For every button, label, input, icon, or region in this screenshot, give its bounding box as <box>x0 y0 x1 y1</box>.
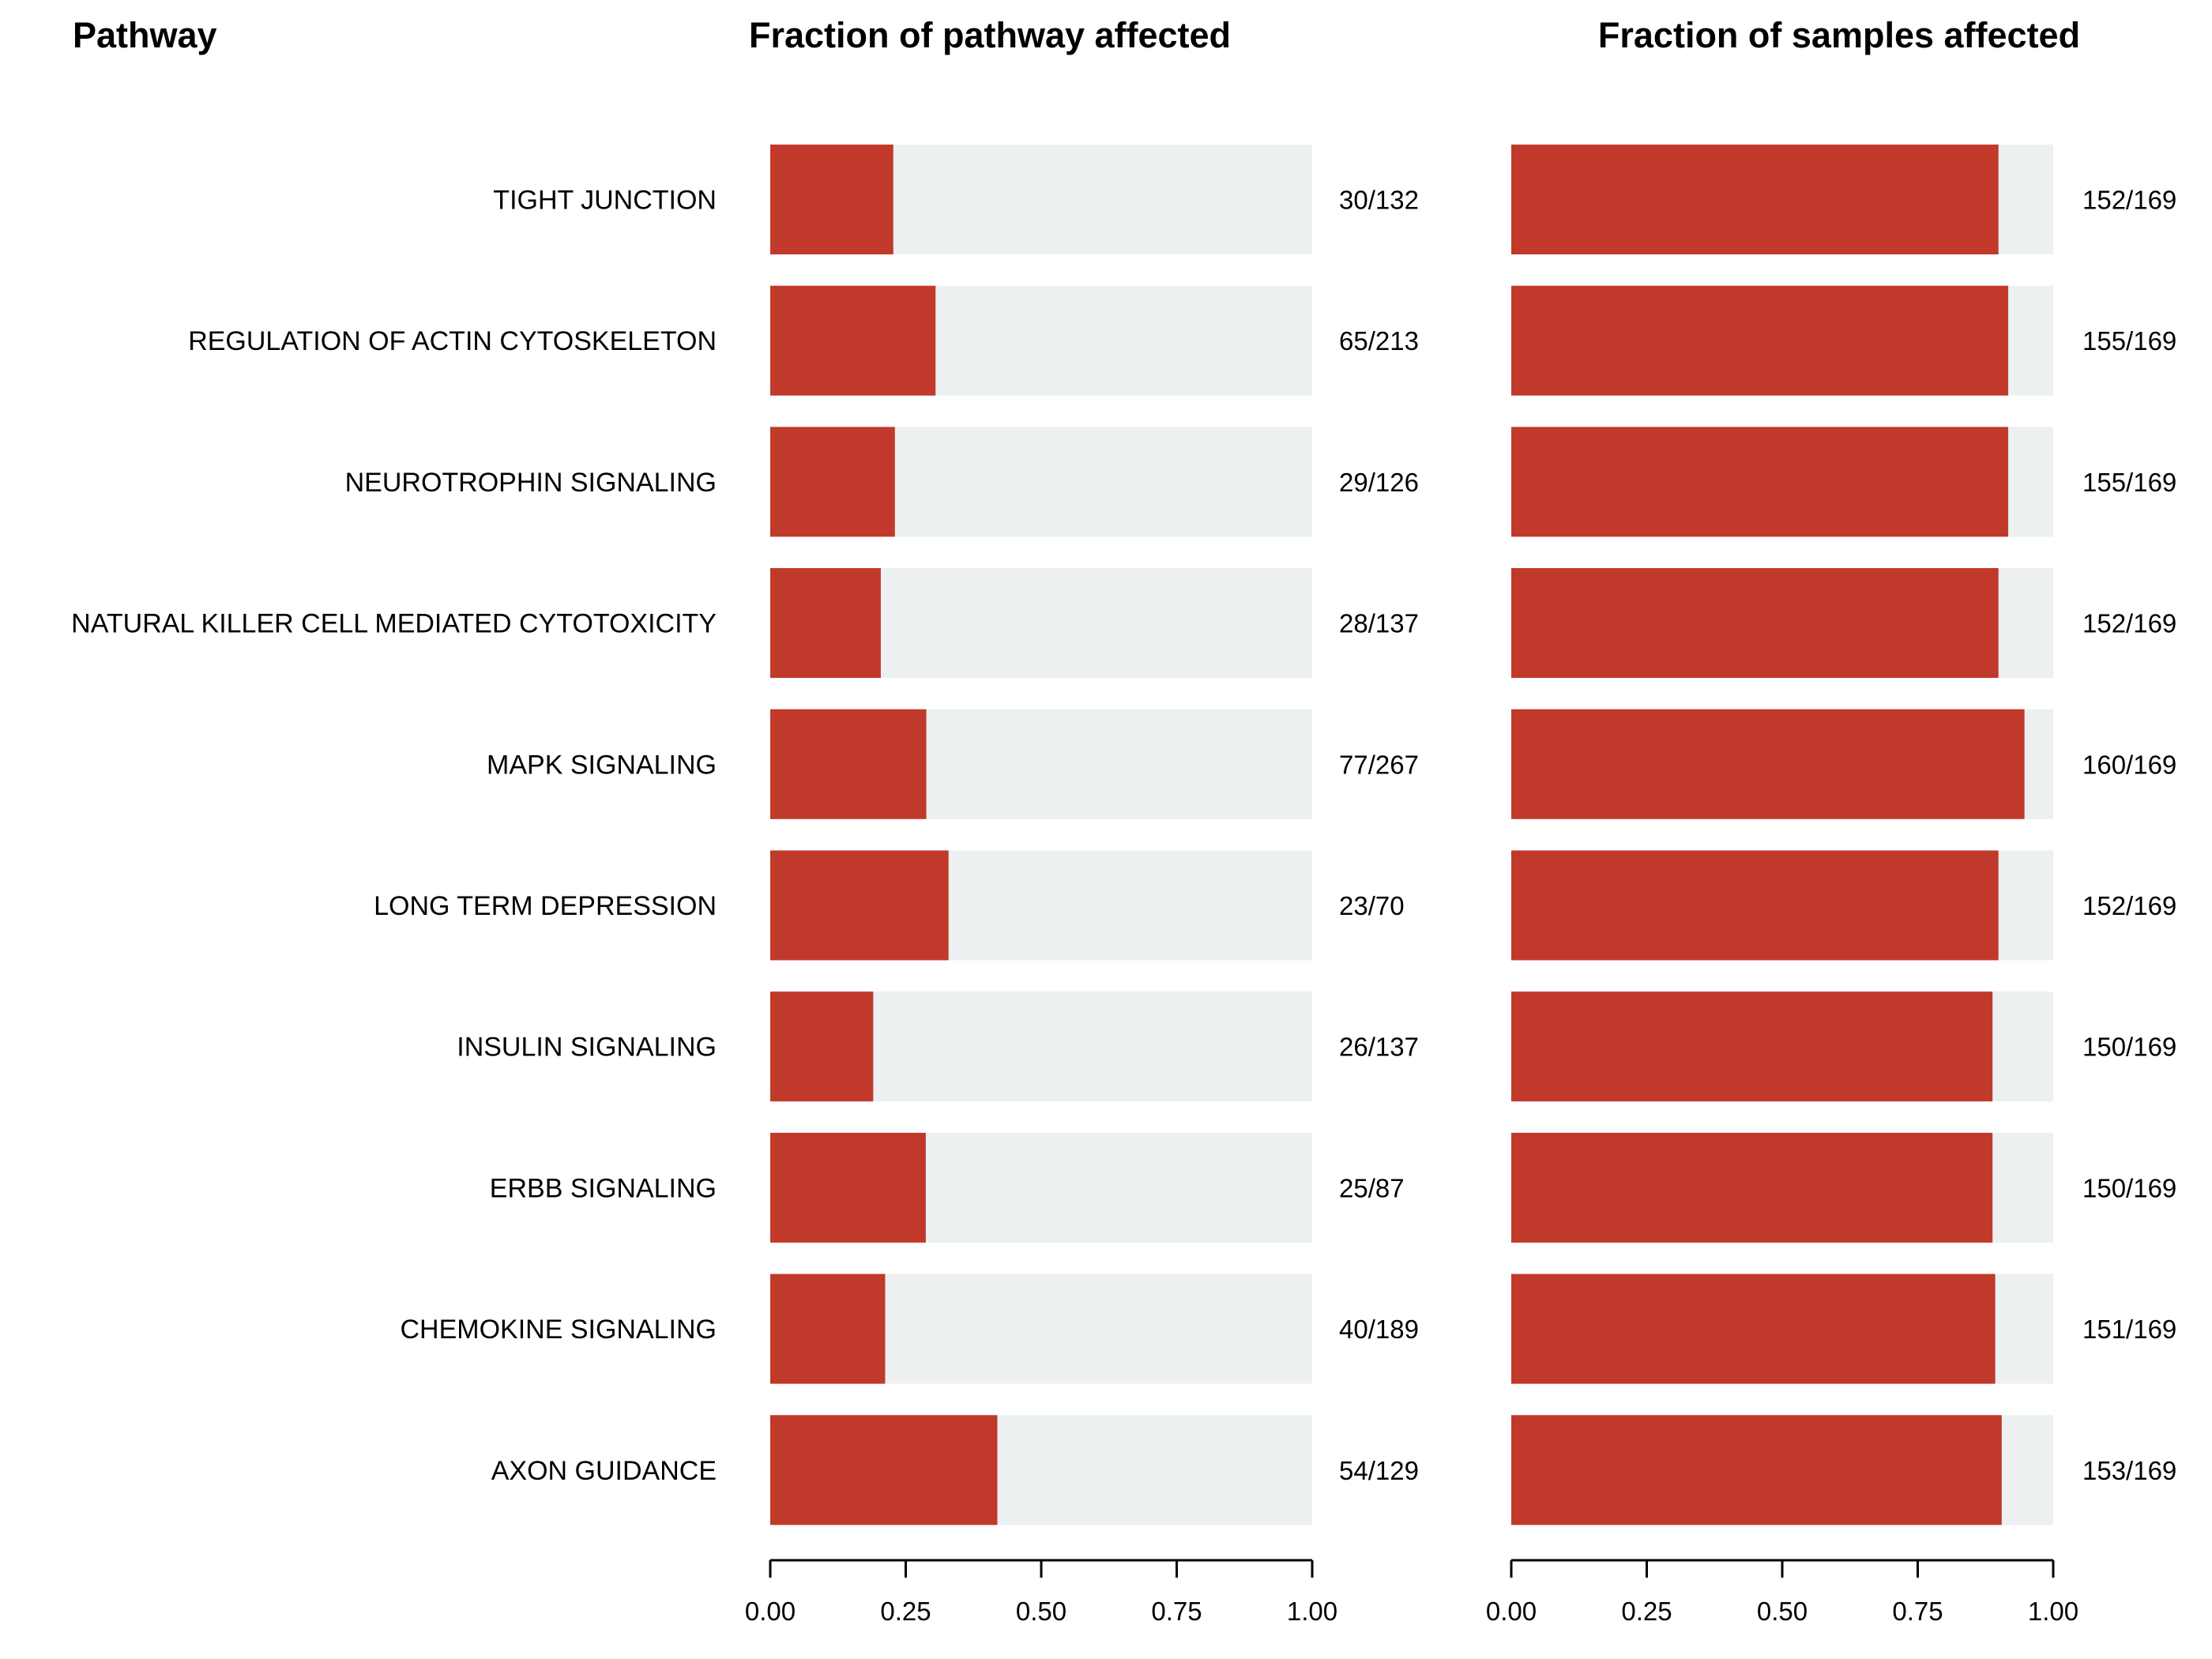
bar-count-label: 155/169 <box>2082 468 2176 497</box>
pathway-label: MAPK SIGNALING <box>487 750 717 780</box>
bar-count-label: 150/169 <box>2082 1033 2176 1062</box>
x-tick-label: 0.75 <box>1892 1597 1943 1626</box>
bar <box>770 850 949 961</box>
pathway-label: LONG TERM DEPRESSION <box>374 891 717 921</box>
x-tick-label: 1.00 <box>2028 1597 2078 1626</box>
x-tick-label: 0.75 <box>1151 1597 1202 1626</box>
bar <box>770 427 895 537</box>
bar <box>1511 568 1999 679</box>
bar <box>1511 427 2009 537</box>
bar-count-label: 152/169 <box>2082 186 2176 215</box>
bar-count-label: 153/169 <box>2082 1456 2176 1485</box>
panel1-title: Fraction of pathway affected <box>749 15 1231 55</box>
bar-count-label: 23/70 <box>1339 891 1405 920</box>
bar-count-label: 151/169 <box>2082 1315 2176 1344</box>
bar-count-label: 150/169 <box>2082 1173 2176 1202</box>
bar <box>1511 991 1993 1102</box>
bar <box>770 285 936 396</box>
bar-count-label: 77/267 <box>1339 750 1419 779</box>
panel1-bars: 30/132 65/213 29/126 28/137 77/267 23/70 26/13… <box>745 145 1419 1626</box>
bar-count-label: 28/137 <box>1339 609 1419 638</box>
pathway-label: ERBB SIGNALING <box>490 1173 717 1203</box>
pathway-column-header: Pathway <box>73 15 217 55</box>
pathway-label: AXON GUIDANCE <box>491 1456 717 1486</box>
x-tick-label: 0.00 <box>1486 1597 1537 1626</box>
bar-count-label: 29/126 <box>1339 468 1419 497</box>
pathway-label: REGULATION OF ACTIN CYTOSKELETON <box>188 326 717 356</box>
bar-count-label: 40/189 <box>1339 1315 1419 1344</box>
bar <box>1511 1273 1996 1384</box>
bar <box>770 709 927 819</box>
bar-count-label: 26/137 <box>1339 1033 1419 1062</box>
bar-count-label: 152/169 <box>2082 609 2176 638</box>
bar <box>770 568 881 679</box>
bar-count-label: 65/213 <box>1339 326 1419 356</box>
bar <box>1511 850 1999 961</box>
x-tick-label: 0.50 <box>1016 1597 1066 1626</box>
bar-count-label: 160/169 <box>2082 750 2176 779</box>
bar <box>1511 1132 1993 1243</box>
pathway-label: TIGHT JUNCTION <box>493 186 717 216</box>
bar <box>770 1132 926 1243</box>
bar <box>770 991 874 1102</box>
x-tick-label: 0.25 <box>880 1597 931 1626</box>
bar <box>1511 1415 2002 1525</box>
pathway-label: CHEMOKINE SIGNALING <box>400 1315 717 1345</box>
x-tick-label: 0.25 <box>1621 1597 1672 1626</box>
bar <box>1511 145 1999 254</box>
bar-count-label: 25/87 <box>1339 1173 1405 1202</box>
bar <box>1511 709 2025 819</box>
pathway-label: NEUROTROPHIN SIGNALING <box>345 468 717 498</box>
bar-count-label: 30/132 <box>1339 186 1419 215</box>
pathway-label: INSULIN SIGNALING <box>457 1033 717 1063</box>
panel2-bars: 152/169 155/169 155/169 152/169 160/169 152/1… <box>1486 145 2176 1626</box>
bar-count-label: 54/129 <box>1339 1456 1419 1485</box>
bar-count-label: 152/169 <box>2082 891 2176 920</box>
bar <box>770 1273 886 1384</box>
pathway-label: NATURAL KILLER CELL MEDIATED CYTOTOXICIT… <box>71 609 717 639</box>
bar-count-label: 155/169 <box>2082 326 2176 356</box>
x-tick-label: 1.00 <box>1287 1597 1337 1626</box>
bar <box>770 1415 998 1525</box>
bar <box>770 145 893 254</box>
x-tick-label: 0.50 <box>1757 1597 1808 1626</box>
panel2-title: Fraction of samples affected <box>1598 15 2080 55</box>
bar <box>1511 285 2009 396</box>
pathway-labels: TIGHT JUNCTION REGULATION OF ACTIN CYTOSK… <box>71 186 717 1486</box>
x-tick-label: 0.00 <box>745 1597 796 1626</box>
